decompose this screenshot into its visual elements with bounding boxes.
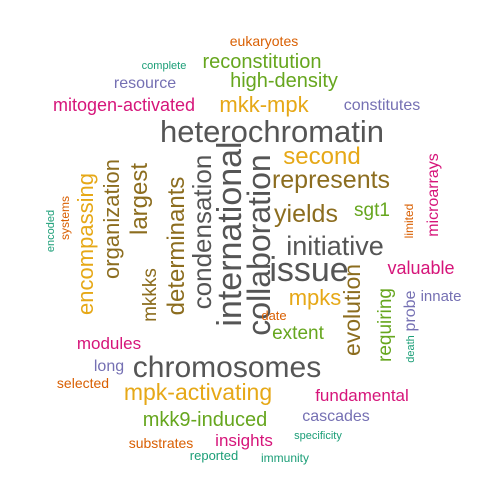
word-microarrays: microarrays — [425, 153, 442, 237]
word-mitogen-activated: mitogen-activated — [53, 95, 195, 115]
word-reported: reported — [190, 448, 238, 463]
word-systems: systems — [58, 196, 72, 240]
word-long: long — [94, 358, 124, 375]
word-modules: modules — [77, 334, 141, 353]
word-mkk-mpk: mkk-mpk — [219, 92, 309, 117]
word-probe: probe — [402, 290, 419, 331]
word-mpks: mpks — [289, 285, 342, 310]
word-extent: extent — [272, 323, 324, 344]
word-largest: largest — [126, 163, 153, 235]
word-chromosomes: chromosomes — [133, 351, 321, 384]
word-specificity: specificity — [294, 430, 342, 442]
word-condensation: condensation — [187, 155, 217, 310]
word-high-density: high-density — [230, 70, 338, 92]
word-international: international — [211, 141, 249, 326]
word-organization: organization — [99, 159, 124, 279]
word-determinants: determinants — [163, 177, 190, 316]
word-valuable: valuable — [387, 258, 454, 278]
word-initiative: initiative — [286, 231, 384, 261]
word-fundamental: fundamental — [315, 386, 409, 405]
word-resource: resource — [114, 75, 176, 92]
word-immunity: immunity — [261, 451, 309, 465]
word-innate: innate — [421, 288, 462, 305]
word-mpk-activating: mpk-activating — [124, 379, 272, 405]
word-mkk9-induced: mkk9-induced — [143, 409, 268, 431]
word-eukaryotes: eukaryotes — [230, 33, 298, 49]
word-substrates: substrates — [129, 435, 194, 451]
word-mkkks: mkkks — [140, 268, 161, 322]
word-second: second — [283, 143, 360, 170]
word-encompassing: encompassing — [73, 173, 98, 315]
word-sgt1: sgt1 — [354, 200, 390, 221]
word-yields: yields — [274, 200, 338, 228]
word-evolution: evolution — [339, 264, 365, 356]
word-cascades: cascades — [302, 408, 370, 425]
word-insights: insights — [215, 431, 273, 450]
word-complete: complete — [142, 60, 187, 72]
word-date: date — [261, 308, 286, 323]
word-limited: limited — [402, 204, 416, 239]
word-reconstitution: reconstitution — [203, 51, 322, 73]
word-issue: issue — [269, 251, 348, 289]
word-encoded: encoded — [45, 210, 57, 252]
word-constitutes: constitutes — [344, 97, 420, 114]
word-requiring: requiring — [375, 288, 396, 362]
word-death: death — [405, 335, 417, 363]
word-selected: selected — [57, 375, 109, 391]
word-represents: represents — [272, 166, 390, 194]
word-heterochromatin: heterochromatin — [160, 114, 384, 149]
word-collaboration: collaboration — [241, 154, 277, 335]
